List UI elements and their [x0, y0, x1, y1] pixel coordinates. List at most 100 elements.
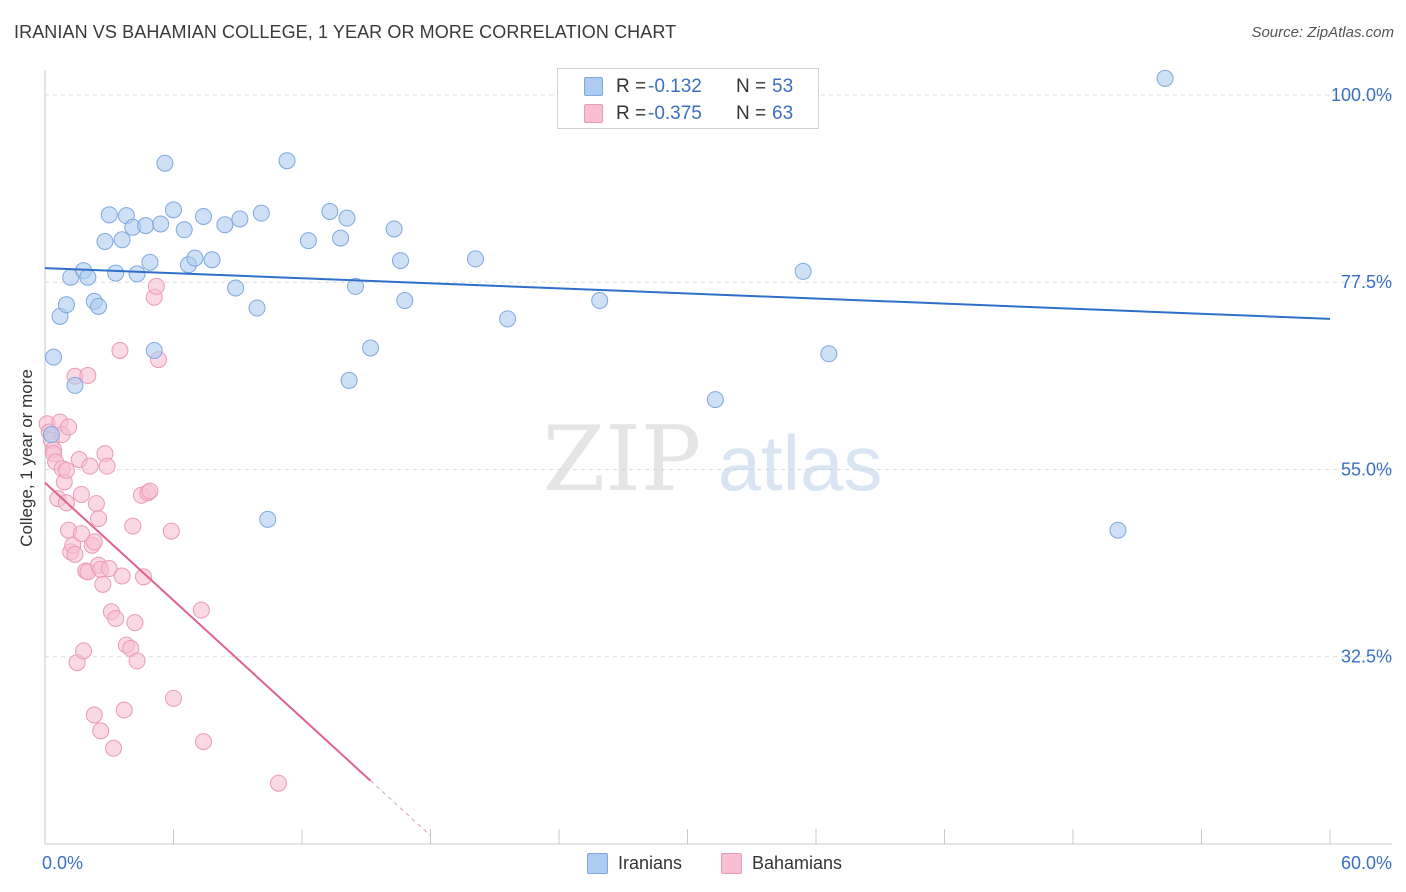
bahamians-point	[66, 545, 84, 563]
chart-title: IRANIAN VS BAHAMIAN COLLEGE, 1 YEAR OR M…	[14, 22, 677, 42]
bahamians-point	[94, 575, 112, 593]
iranians-point	[165, 201, 182, 219]
correlation-legend: R = -0.132 N = 53 R = -0.375 N = 63	[557, 68, 819, 129]
iranians-points	[42, 69, 1174, 539]
iranians-point	[820, 345, 838, 363]
bahamians-point	[111, 341, 129, 359]
iranians-point	[42, 426, 60, 444]
y-tick-label: 100.0%	[1331, 85, 1392, 105]
iranians-point	[141, 253, 159, 271]
iranians-point	[466, 250, 484, 268]
bahamians-point	[194, 733, 212, 751]
legend-swatch-iranians	[584, 77, 603, 96]
bahamians-point	[124, 517, 142, 535]
y-tick-labels: 32.5% 55.0% 77.5% 100.0%	[1331, 85, 1392, 667]
bahamians-point	[81, 457, 99, 475]
grid-layer	[45, 94, 1392, 658]
iranians-point	[175, 221, 193, 239]
iranians-point	[362, 339, 380, 357]
legend-label-iranians: Iranians	[618, 853, 683, 873]
bahamians-point	[165, 689, 182, 707]
bahamians-point	[85, 533, 103, 551]
iranians-point	[186, 249, 204, 267]
iranians-point	[347, 277, 365, 295]
legend-label-bahamians: Bahamians	[752, 853, 843, 873]
iranians-point	[340, 371, 358, 389]
iranians-point	[194, 207, 212, 225]
iranians-point	[137, 217, 155, 235]
iranians-point	[227, 279, 245, 297]
bahamians-point	[72, 485, 90, 503]
iranians-point	[203, 251, 221, 269]
legend-swatch-bahamians	[584, 104, 603, 123]
iranians-point	[1109, 521, 1127, 539]
iranians-point	[248, 299, 266, 317]
bahamians-points	[38, 277, 287, 792]
iranians-point	[278, 152, 296, 170]
bahamians-point	[92, 722, 110, 740]
legend-r-value-bahamians: -0.375	[648, 103, 702, 124]
watermark-zip: ZIP	[543, 407, 702, 512]
bahamians-point	[141, 482, 159, 500]
iranians-point	[385, 220, 403, 238]
iranians-point	[396, 292, 414, 310]
bahamians-point	[90, 510, 108, 528]
bahamians-point	[113, 567, 131, 585]
iranians-point	[794, 262, 812, 280]
bahamians-point	[79, 366, 97, 384]
bahamians-point	[57, 461, 75, 479]
iranians-point	[706, 391, 724, 409]
iranians-point	[392, 252, 410, 270]
bahamians-point	[135, 568, 153, 586]
legend-swatch-bahamians	[721, 853, 742, 874]
iranians-point	[45, 348, 63, 366]
iranians-point	[231, 210, 249, 228]
bahamians-point	[107, 609, 125, 627]
bahamians-point	[115, 701, 133, 719]
bahamians-point	[162, 522, 180, 540]
y-tick-label: 32.5%	[1341, 647, 1392, 667]
legend-n-value-bahamians: 63	[772, 103, 794, 124]
bahamians-point	[269, 774, 287, 792]
y-axis-label: College, 1 year or more	[17, 369, 36, 547]
legend-n-value-iranians: 53	[772, 76, 794, 97]
iranians-point	[79, 268, 97, 286]
iranians-point	[259, 510, 277, 528]
bahamians-point	[72, 525, 90, 543]
iranians-point	[321, 202, 339, 220]
legend-n-label: N =	[736, 76, 767, 97]
bahamians-point	[100, 560, 118, 578]
iranians-point	[299, 232, 317, 250]
legend-r-value-iranians: -0.132	[648, 76, 702, 97]
axis-layer	[44, 70, 1392, 845]
bahamians-trend-line	[44, 482, 372, 782]
legend-r-label: R =	[616, 76, 647, 97]
bahamians-point	[147, 277, 165, 295]
iranians-point	[1156, 69, 1174, 87]
iranians-point	[145, 341, 163, 359]
iranians-point	[499, 310, 517, 328]
bahamians-point	[126, 614, 144, 632]
iranians-point	[216, 216, 234, 234]
iranians-point	[66, 376, 84, 394]
iranians-point	[252, 204, 270, 222]
bahamians-point	[98, 457, 116, 475]
iranians-point	[128, 265, 146, 283]
iranians-point	[90, 297, 108, 315]
iranians-point	[591, 292, 609, 310]
x-tick-min: 0.0%	[42, 853, 84, 873]
bahamians-point	[60, 418, 78, 436]
bahamians-point	[105, 739, 123, 757]
legend-n-label: N =	[736, 103, 767, 124]
bahamians-point	[192, 601, 210, 619]
trend-lines	[44, 267, 1331, 837]
bahamians-trend-extension	[370, 780, 431, 837]
watermark: ZIP atlas	[543, 407, 883, 512]
x-tick-max: 60.0%	[1340, 853, 1392, 873]
bahamians-point	[128, 652, 146, 670]
iranians-point	[156, 154, 174, 172]
iranians-point	[100, 206, 118, 224]
bahamians-point	[75, 642, 93, 660]
y-tick-label: 77.5%	[1341, 272, 1392, 292]
iranians-point	[57, 296, 75, 314]
